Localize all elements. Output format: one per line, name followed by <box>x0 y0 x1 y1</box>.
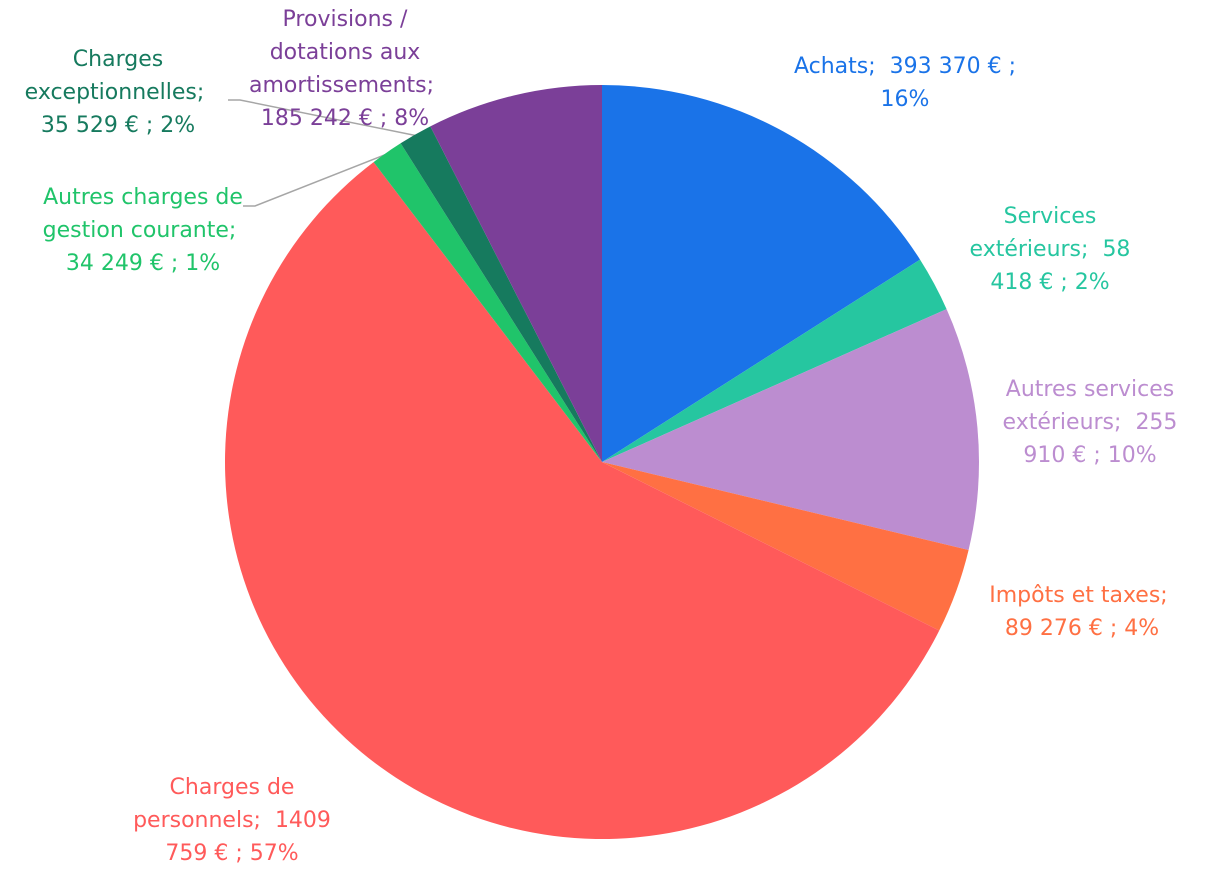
value-label: 1409 759 € ; 57% <box>165 808 331 866</box>
pie-slice <box>602 85 921 462</box>
value-label: 185 242 € ; 8% <box>260 106 430 131</box>
data-label: Achats; 393 370 € ; 16% <box>790 50 1020 116</box>
data-label: Autres charges de gestion courante; 34 2… <box>33 181 253 280</box>
value-label: 89 276 € ; 4% <box>1004 616 1160 641</box>
category-label: Impôts et taxes; <box>989 583 1168 608</box>
value-label: 393 370 € ; 16% <box>880 54 1017 112</box>
value-label: 255 910 € ; 10% <box>1023 410 1178 468</box>
data-label: Provisions / dotations aux amortissement… <box>240 3 450 135</box>
category-label: Charges exceptionnelles; <box>24 47 205 105</box>
value-label: 35 529 € ; 2% <box>40 113 196 138</box>
pie-slice <box>373 143 602 462</box>
leader-line <box>228 99 419 137</box>
pie-slice <box>602 259 947 462</box>
pie-slice <box>430 85 602 462</box>
category-label: Provisions / dotations aux amortissement… <box>248 7 435 98</box>
category-label: Autres services extérieurs; <box>1002 377 1175 435</box>
pie-slice <box>602 309 979 550</box>
leader-line <box>243 151 393 207</box>
value-label: 58 418 € ; 2% <box>990 237 1131 295</box>
category-label: Charges de personnels; <box>133 775 295 833</box>
data-label: Services extérieurs; 58 418 € ; 2% <box>950 200 1150 299</box>
category-label: Services extérieurs; <box>969 204 1097 262</box>
category-label: Autres charges de gestion courante; <box>42 185 243 243</box>
value-label: 34 249 € ; 1% <box>65 251 221 276</box>
data-label: Autres services extérieurs; 255 910 € ; … <box>985 373 1195 472</box>
data-label: Charges de personnels; 1409 759 € ; 57% <box>112 771 352 870</box>
pie-slice <box>224 162 940 840</box>
data-label: Impôts et taxes; 89 276 € ; 4% <box>972 579 1192 645</box>
data-label: Charges exceptionnelles; 35 529 € ; 2% <box>8 43 228 142</box>
pie-slice <box>400 126 602 462</box>
category-label: Achats; <box>793 54 876 79</box>
pie-slice <box>602 462 969 631</box>
